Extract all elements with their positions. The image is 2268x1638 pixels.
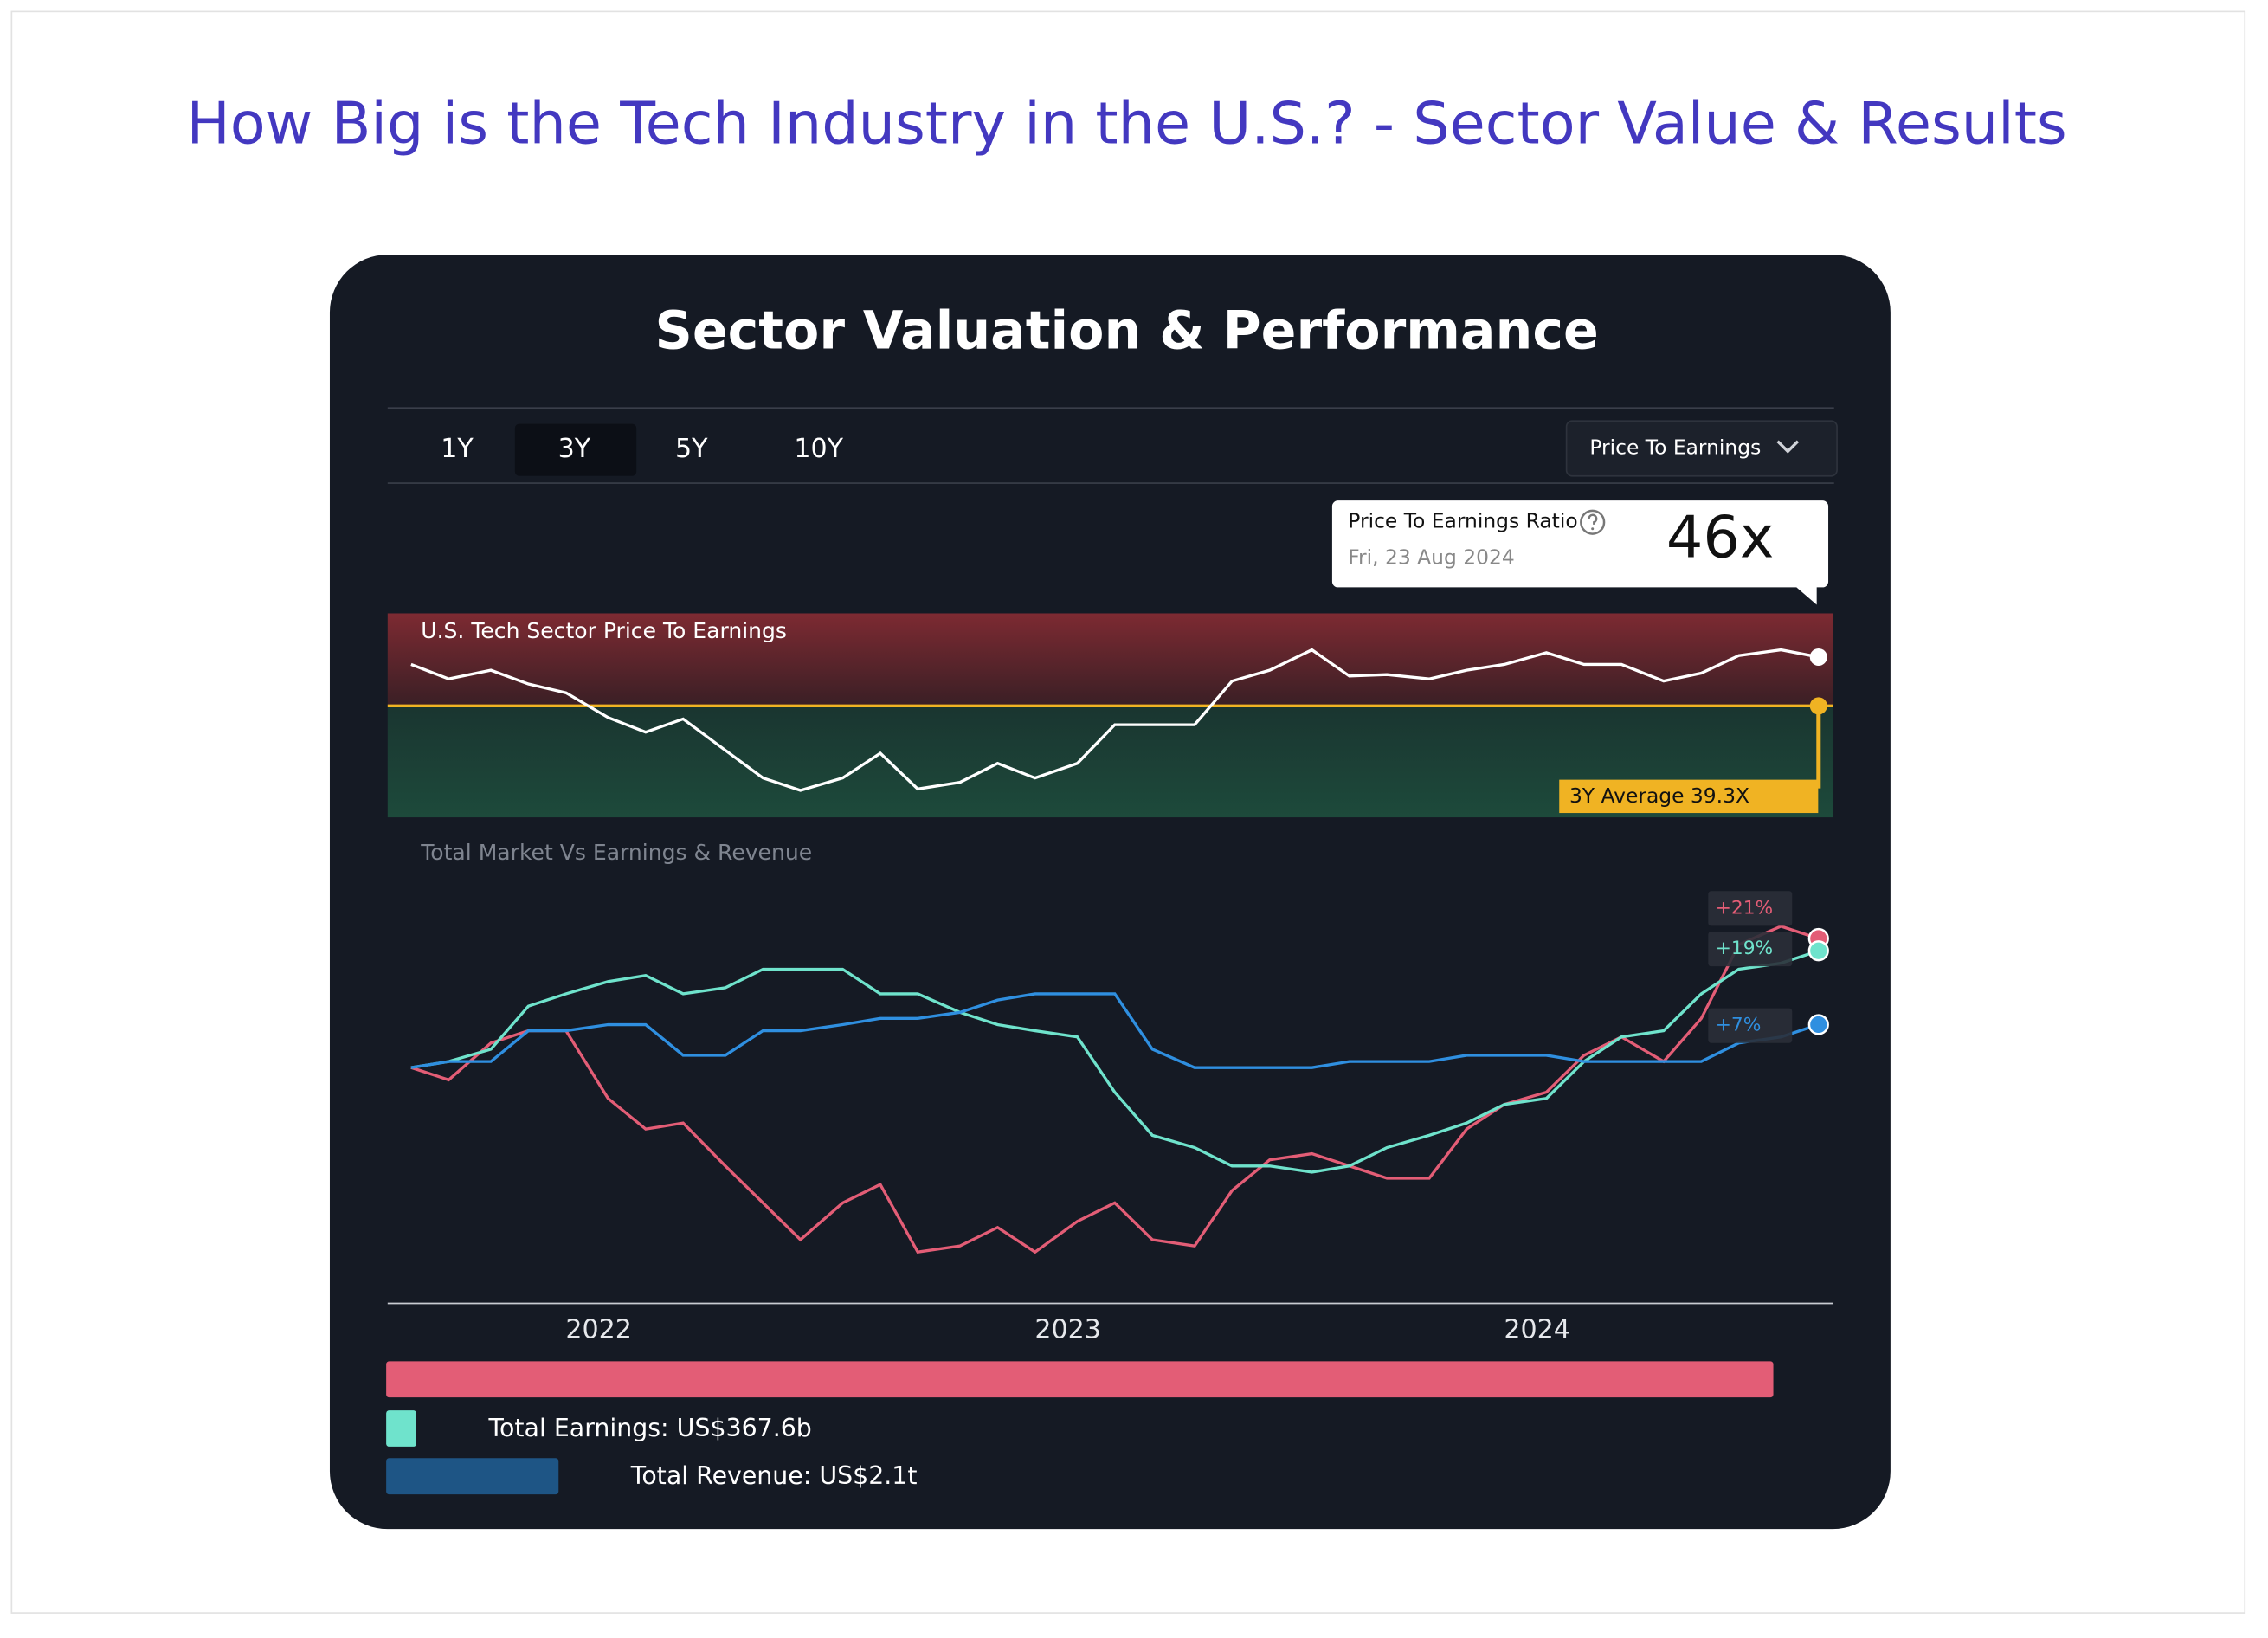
end-label-bg (1708, 1008, 1793, 1043)
tooltip-title: Price To Earnings Ratio (1348, 509, 1577, 533)
pe-chart: U.S. Tech Sector Price To Earnings 3Y Ave… (387, 613, 1833, 818)
tooltip-value: 46x (1666, 503, 1775, 571)
summary-bar (386, 1458, 559, 1495)
end-point (1807, 940, 1829, 962)
summary-label: Total Earnings: US$367.6b (488, 1414, 812, 1442)
end-label: +7% (1716, 1015, 1762, 1036)
average-label: 3Y Average 39.3X (1569, 784, 1749, 808)
chart-title: Total Market Vs Earnings & Revenue (420, 840, 812, 865)
average-label-bg (1559, 779, 1819, 814)
summary-label: Total Revenue: US$2.1t (630, 1461, 918, 1490)
summary-bars: Total Earnings: US$367.6b Total Revenue: … (386, 1361, 1774, 1495)
tab-active-bg (514, 423, 637, 476)
last-point (1809, 648, 1827, 666)
tooltip (1331, 500, 1829, 605)
card-title: Sector Valuation & Performance (655, 301, 1599, 362)
series-line (410, 925, 1820, 1254)
dropdown[interactable] (1565, 420, 1838, 477)
dropdown-label: Price To Earnings (1589, 435, 1761, 459)
performance-chart: Total Market Vs Earnings & Revenue 2022 20… (387, 840, 1833, 1345)
x-tick-label: 2024 (1504, 1315, 1570, 1345)
average-point (1809, 697, 1827, 715)
pe-line (410, 648, 1820, 792)
band-above (387, 613, 1833, 706)
x-tick-label: 2023 (1034, 1315, 1101, 1345)
tab[interactable]: 5Y (675, 434, 708, 464)
tab[interactable]: 3Y (558, 434, 591, 464)
end-point (1807, 1014, 1829, 1035)
summary-bar (386, 1361, 1774, 1398)
end-label: +19% (1716, 938, 1773, 959)
page-title: How Big is the Tech Industry in the U.S.… (187, 90, 2067, 158)
help-icon[interactable] (1580, 509, 1606, 535)
chevron (1776, 440, 1800, 454)
end-label-bg (1708, 932, 1793, 967)
end-label-bg (1708, 891, 1793, 926)
chart-title: U.S. Tech Sector Price To Earnings (421, 618, 787, 643)
summary-bar (386, 1410, 416, 1447)
tab[interactable]: 10Y (794, 434, 843, 464)
x-tick-label: 2022 (565, 1315, 632, 1345)
tab[interactable]: 1Y (441, 434, 474, 464)
tab-bar: 1Y 3Y 5Y 10Y (441, 423, 844, 476)
end-label: +21% (1716, 897, 1773, 919)
tooltip-date: Fri, 23 Aug 2024 (1348, 545, 1514, 569)
series-line (410, 992, 1820, 1069)
